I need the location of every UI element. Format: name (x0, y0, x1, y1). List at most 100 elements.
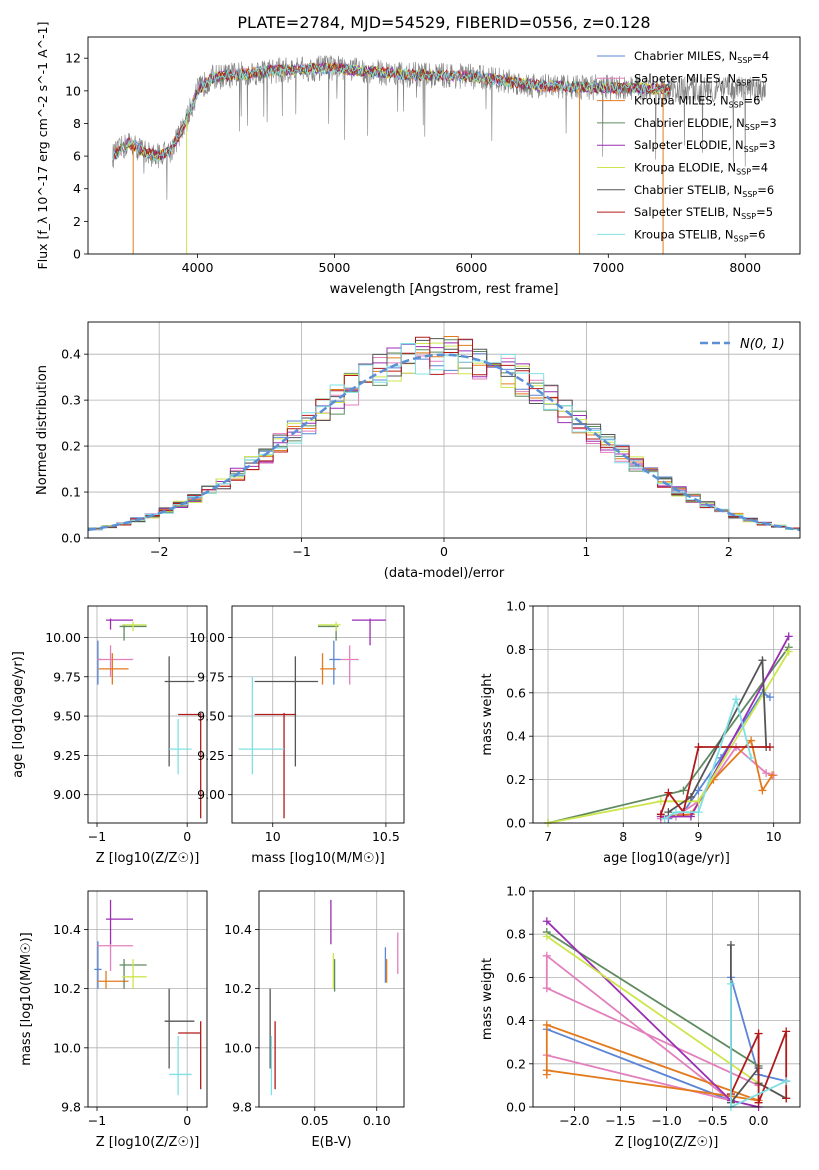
x-axis-label: Z [log10(Z/Z☉)] (615, 1135, 719, 1150)
panel-plot (97, 618, 202, 819)
x-tick-label: −2 (150, 544, 168, 559)
y-tick-label: 0.2 (506, 1056, 526, 1071)
legend-subscript: SSP (741, 212, 756, 221)
x-tick-label: 5000 (319, 260, 351, 275)
y-tick-label: 10.00 (189, 630, 225, 645)
x-axis-label: Z [log10(Z/Z☉)] (96, 1135, 200, 1150)
y-axis-label: mass [log10(M/M☉)] (19, 932, 34, 1065)
legend-label: Chabrier MILES, NSSP=4 (634, 49, 769, 65)
legend-count: =3 (759, 138, 776, 152)
model-spectrum-line (112, 62, 671, 164)
x-tick-label: 7 (544, 829, 552, 844)
series-marker (782, 1027, 791, 1036)
legend-label: Salpeter ELODIE, NSSP=3 (634, 138, 776, 154)
legend-count: =6 (744, 94, 761, 108)
y-tick-label: 0.2 (61, 439, 81, 454)
panel-plot (269, 899, 399, 1096)
model-spectrum-line (112, 62, 671, 162)
axes-frame (87, 36, 801, 255)
legend-subscript: SSP (729, 101, 744, 110)
y-tick-label: 8 (73, 116, 81, 131)
x-tick-label: 0 (183, 829, 191, 844)
model-spectrum-line (112, 62, 671, 162)
x-tick-label: 7000 (592, 260, 624, 275)
x-tick-label: 0.05 (301, 1113, 329, 1128)
y-tick-label: 0.6 (506, 970, 526, 985)
legend-subscript: SSP (742, 190, 757, 199)
y-tick-label: 0.4 (506, 1013, 526, 1028)
series-marker (542, 932, 551, 941)
y-tick-label: 9.25 (53, 748, 81, 763)
x-axis-label: mass [log10(M/M☉)] (251, 851, 384, 866)
series-marker (671, 808, 680, 817)
legend-label: Chabrier STELIB, NSSP=6 (634, 183, 774, 199)
legend-count: =4 (752, 49, 769, 63)
axes-frame (87, 890, 208, 1108)
y-tick-label: 12 (65, 51, 81, 66)
legend-count: =3 (760, 116, 777, 130)
x-tick-label: 9 (694, 829, 702, 844)
y-tick-label: 10.0 (53, 1040, 81, 1055)
y-axis-label: Flux [f_λ 10^-17 erg cm^-2 s^-1 A^-1] (35, 22, 50, 270)
x-axis-label: Z [log10(Z/Z☉)] (96, 851, 200, 866)
panel-plot (94, 899, 202, 1096)
age-vs-Z-panel: −1 0 9.00 9.25 9.50 9.75 10.00 Z [log10(Z/Z☉)] a… (11, 605, 208, 866)
series-marker (694, 808, 703, 817)
series-marker (782, 1077, 791, 1086)
series-marker (726, 979, 735, 988)
series-marker (754, 1098, 763, 1107)
model-spectrum-line (112, 61, 671, 162)
model-spectrum-line (112, 62, 670, 162)
mass-vs-Z-panel: −1 0 9.8 10.0 10.2 10.4 Z [log10(Z/Z☉)] mass [l… (19, 890, 208, 1150)
legend-subscript: SSP (737, 56, 752, 65)
x-tick-label: −1 (88, 829, 106, 844)
y-tick-label: 9.8 (232, 1100, 252, 1115)
x-tick-label: 10 (766, 829, 782, 844)
series-marker (694, 797, 703, 806)
series-marker (754, 1029, 763, 1038)
series-marker (542, 984, 551, 993)
axes-frame (532, 890, 801, 1108)
weight-vs-age-panel: 7 8 9 10 0.0 0.2 0.4 0.6 0.8 1.0 age [log10(age/yr… (480, 599, 801, 866)
y-tick-label: 10.0 (224, 1040, 252, 1055)
x-tick-label: 0 (440, 544, 448, 559)
legend-label: Salpeter STELIB, NSSP=5 (634, 205, 773, 221)
y-tick-label: 0.2 (506, 772, 526, 787)
y-tick-label: 0.1 (61, 485, 81, 500)
y-tick-label: 0.0 (506, 1100, 526, 1115)
series-marker (765, 743, 774, 752)
series-line (546, 935, 760, 1084)
axes-frame (87, 605, 208, 824)
y-tick-label: 9.50 (197, 709, 225, 724)
series-marker (542, 951, 551, 960)
legend-label: Kroupa ELODIE, NSSP=4 (634, 161, 768, 177)
axes-frame (532, 605, 801, 824)
series-marker (758, 786, 767, 795)
series-marker (679, 786, 688, 795)
y-axis-label: Normed distribution (35, 365, 50, 495)
series-marker (694, 786, 703, 795)
spectrum-plot (112, 55, 767, 254)
x-axis-label: (data-model)/error (384, 566, 505, 581)
x-tick-label: 4000 (182, 260, 214, 275)
residuals-plot (88, 336, 800, 533)
legend-subscript: SSP (736, 78, 751, 87)
panel-plot (542, 917, 791, 1111)
y-tick-label: 9.50 (53, 709, 81, 724)
y-tick-label: 0.8 (506, 642, 526, 657)
x-tick-label: −0.5 (697, 1113, 727, 1128)
legend-count: =6 (749, 227, 766, 241)
model-spectrum-line (112, 62, 671, 162)
series-line (547, 646, 790, 824)
x-tick-label: 0.10 (363, 1113, 391, 1128)
series-line (660, 635, 790, 818)
mass-vs-ebv-panel: 0.05 0.10 9.8 10.0 10.2 10.4 E(B-V) (224, 890, 405, 1150)
y-axis-label: age [log10(age/yr)] (11, 651, 26, 778)
x-tick-label: −1 (88, 1113, 106, 1128)
y-tick-label: 0.6 (506, 685, 526, 700)
y-tick-label: 10.4 (224, 922, 252, 937)
panels: 4000 5000 6000 7000 8000024681012wavelength … (11, 22, 801, 1150)
x-tick-label: 10.5 (372, 829, 400, 844)
residuals-panel: −2 −1 0 1 2 0.0 0.1 0.2 0.3 0.4 (data-model)/error… (35, 321, 801, 581)
series-marker (686, 812, 695, 821)
